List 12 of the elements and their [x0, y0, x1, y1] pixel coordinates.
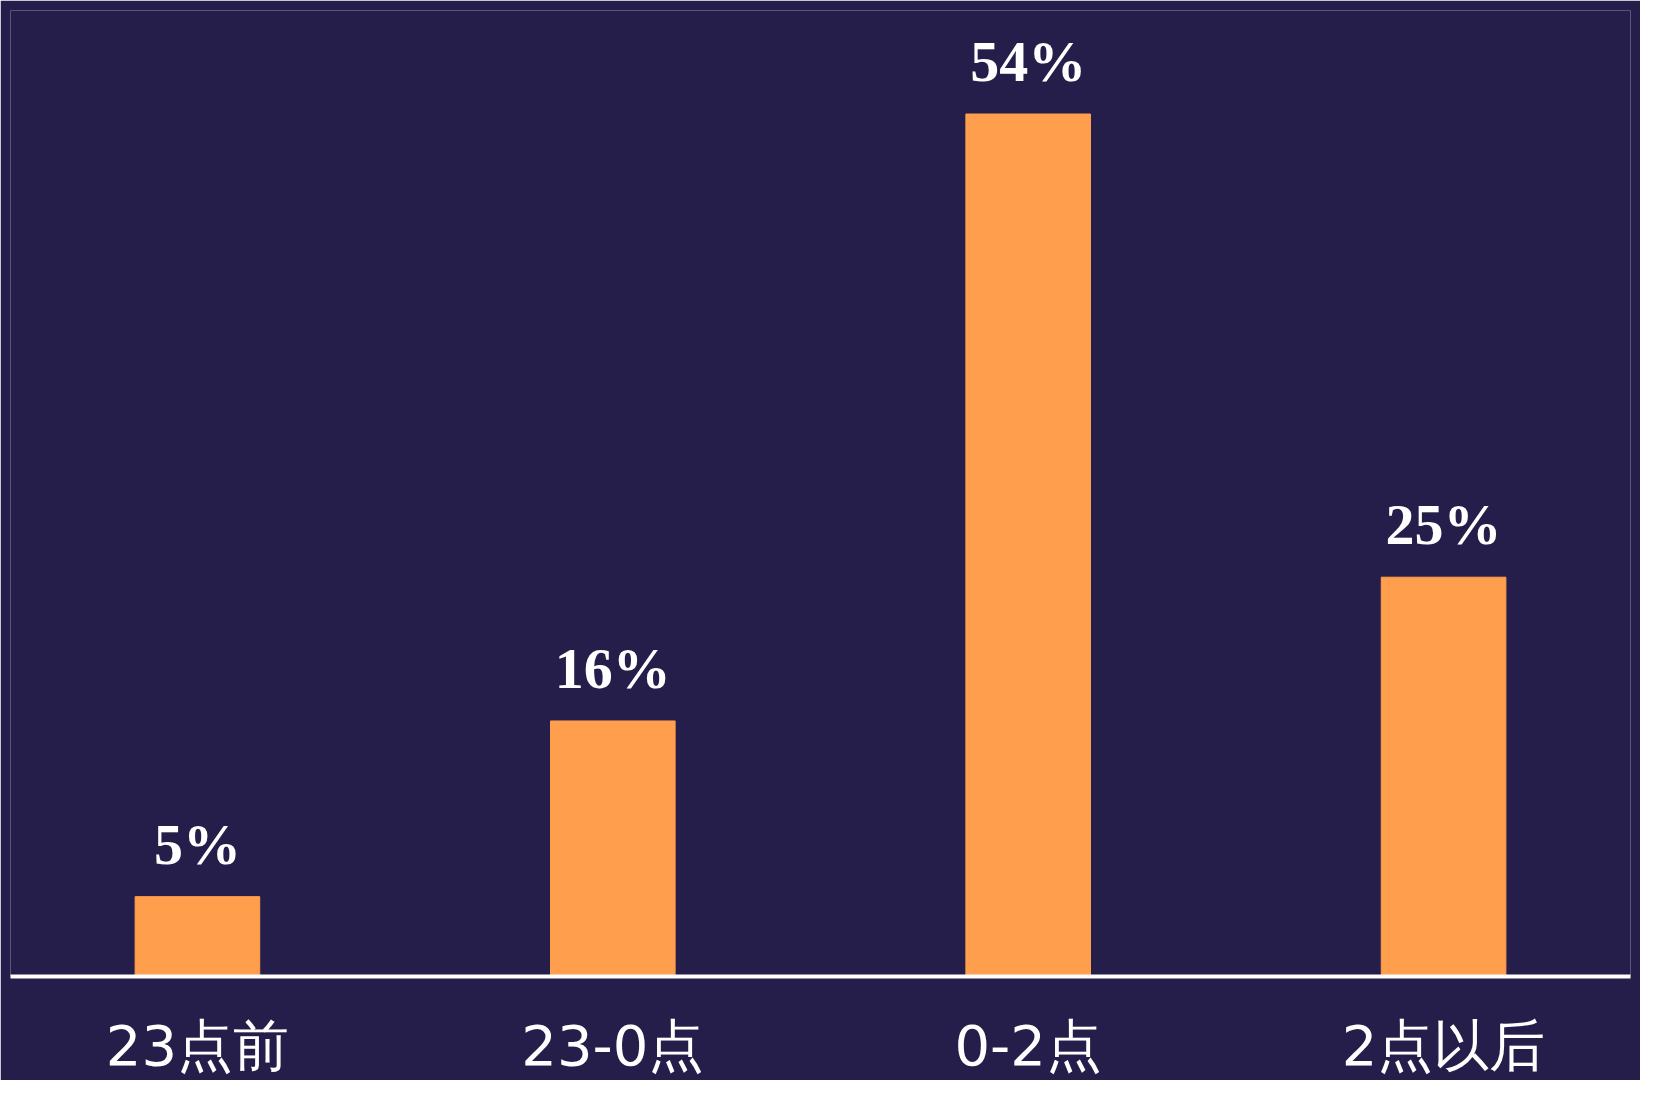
x-tick-label: 0-2点 [954, 1012, 1102, 1078]
bar [965, 113, 1091, 977]
bar [134, 896, 261, 977]
x-tick-label: 23点前 [105, 1012, 290, 1078]
bar [1380, 576, 1507, 977]
data-label: 25% [1385, 492, 1502, 558]
data-label: 16% [554, 635, 671, 701]
data-label: 54% [970, 29, 1087, 94]
bar [550, 720, 676, 977]
data-label: 5% [153, 811, 241, 877]
x-tick-label: 2点以后 [1341, 1012, 1546, 1078]
x-tick-label: 23-0点 [521, 1012, 705, 1078]
